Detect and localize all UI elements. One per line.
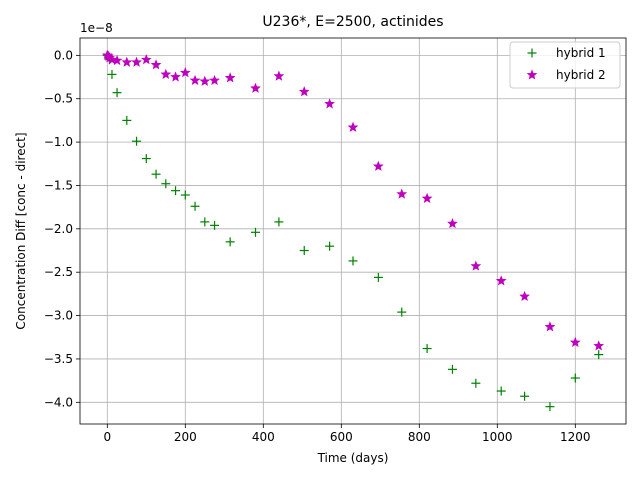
data-point-hybrid-1 — [161, 179, 171, 189]
data-point-hybrid-1 — [520, 391, 530, 401]
x-tick-label: 200 — [174, 430, 197, 444]
data-point-hybrid-2 — [209, 74, 220, 86]
data-point-hybrid-2 — [421, 192, 433, 204]
data-point-hybrid-1 — [545, 402, 555, 412]
data-point-hybrid-2 — [593, 340, 605, 351]
x-tick-label: 400 — [252, 430, 275, 444]
data-point-hybrid-2 — [569, 336, 581, 348]
data-point-hybrid-2 — [447, 218, 458, 229]
data-point-hybrid-1 — [171, 186, 181, 196]
data-point-hybrid-1 — [299, 246, 309, 256]
data-point-hybrid-2 — [121, 56, 133, 67]
axis-ticks: 0 200 400 600 800 1000 1200 0.0 −0.5 −1.0 −1.5 −2.0… — [44, 48, 591, 444]
data-point-hybrid-2 — [170, 71, 181, 82]
data-point-hybrid-2 — [519, 290, 530, 302]
data-point-hybrid-1 — [397, 307, 407, 317]
x-tick-label: 0 — [103, 430, 111, 444]
y-offset-text: 1e−8 — [80, 21, 113, 35]
y-tick-label: −4.0 — [44, 395, 73, 409]
y-tick-label: −2.0 — [44, 222, 73, 236]
data-point-hybrid-1 — [496, 386, 506, 396]
data-point-hybrid-2 — [298, 86, 310, 97]
y-tick-label: 0.0 — [54, 48, 73, 62]
data-point-hybrid-2 — [544, 321, 556, 332]
data-point-hybrid-2 — [324, 98, 335, 109]
data-point-hybrid-1 — [348, 256, 358, 266]
data-point-hybrid-1 — [471, 378, 481, 388]
data-point-hybrid-2 — [224, 72, 236, 83]
data-point-hybrid-1 — [190, 201, 200, 211]
data-point-hybrid-1 — [251, 227, 260, 237]
data-point-hybrid-1 — [180, 190, 190, 200]
data-point-hybrid-2 — [199, 75, 211, 86]
data-point-hybrid-1 — [373, 272, 383, 282]
data-points — [101, 49, 605, 412]
legend-marker-hybrid-2 — [526, 69, 538, 80]
y-tick-label: −1.0 — [44, 135, 73, 149]
data-point-hybrid-2 — [273, 70, 285, 81]
data-point-hybrid-1 — [594, 350, 604, 360]
y-tick-label: −3.0 — [44, 309, 73, 323]
data-point-hybrid-2 — [396, 188, 408, 199]
x-tick-label: 1000 — [482, 430, 513, 444]
data-point-hybrid-1 — [422, 344, 432, 354]
data-point-hybrid-2 — [150, 59, 162, 70]
y-tick-label: −0.5 — [44, 92, 73, 106]
data-point-hybrid-1 — [107, 69, 117, 79]
data-point-hybrid-2 — [179, 67, 191, 78]
data-point-hybrid-1 — [325, 241, 335, 251]
data-point-hybrid-1 — [447, 364, 457, 374]
x-axis-label: Time (days) — [317, 451, 389, 465]
plot-frame — [79, 37, 627, 425]
data-point-hybrid-1 — [132, 136, 142, 146]
data-point-hybrid-2 — [131, 56, 142, 67]
y-axis-label: Concentration Diff [conc - direct] — [14, 132, 28, 329]
legend-symbol-hybrid-1 — [527, 48, 537, 58]
data-point-hybrid-2 — [373, 160, 384, 171]
data-point-hybrid-2 — [495, 275, 507, 286]
data-point-hybrid-1 — [274, 217, 284, 227]
x-tick-label: 1200 — [560, 430, 591, 444]
data-point-hybrid-1 — [141, 154, 151, 164]
legend: hybrid 1 hybrid 2 — [509, 41, 621, 89]
x-tick-label: 600 — [330, 430, 353, 444]
data-point-hybrid-2 — [106, 54, 118, 65]
data-point-hybrid-1 — [570, 373, 580, 383]
legend-symbol-hybrid-2 — [526, 69, 538, 80]
data-point-hybrid-1 — [151, 169, 161, 179]
x-tick-label: 800 — [408, 430, 431, 444]
chart-title: U236*, E=2500, actinides — [262, 14, 443, 30]
data-point-hybrid-1 — [210, 220, 220, 230]
legend-label-hybrid-2: hybrid 2 — [556, 68, 606, 82]
legend-label-hybrid-1: hybrid 1 — [556, 46, 606, 60]
data-point-hybrid-1 — [200, 217, 210, 227]
y-tick-label: −3.5 — [44, 352, 73, 366]
data-point-hybrid-2 — [111, 54, 123, 66]
data-point-hybrid-2 — [250, 82, 261, 93]
data-point-hybrid-2 — [140, 54, 152, 65]
data-point-hybrid-2 — [347, 121, 359, 132]
data-point-hybrid-1 — [225, 237, 235, 247]
data-point-hybrid-1 — [112, 88, 122, 98]
y-tick-label: −2.5 — [44, 265, 73, 279]
grid-lines — [80, 38, 626, 424]
y-tick-label: −1.5 — [44, 178, 73, 192]
legend-box — [509, 41, 621, 89]
legend-marker-hybrid-1 — [527, 48, 537, 58]
data-point-hybrid-2 — [160, 68, 172, 79]
plot-area — [80, 38, 626, 424]
data-point-hybrid-2 — [470, 260, 482, 271]
data-point-hybrid-2 — [189, 74, 201, 86]
data-point-hybrid-1 — [122, 115, 132, 125]
